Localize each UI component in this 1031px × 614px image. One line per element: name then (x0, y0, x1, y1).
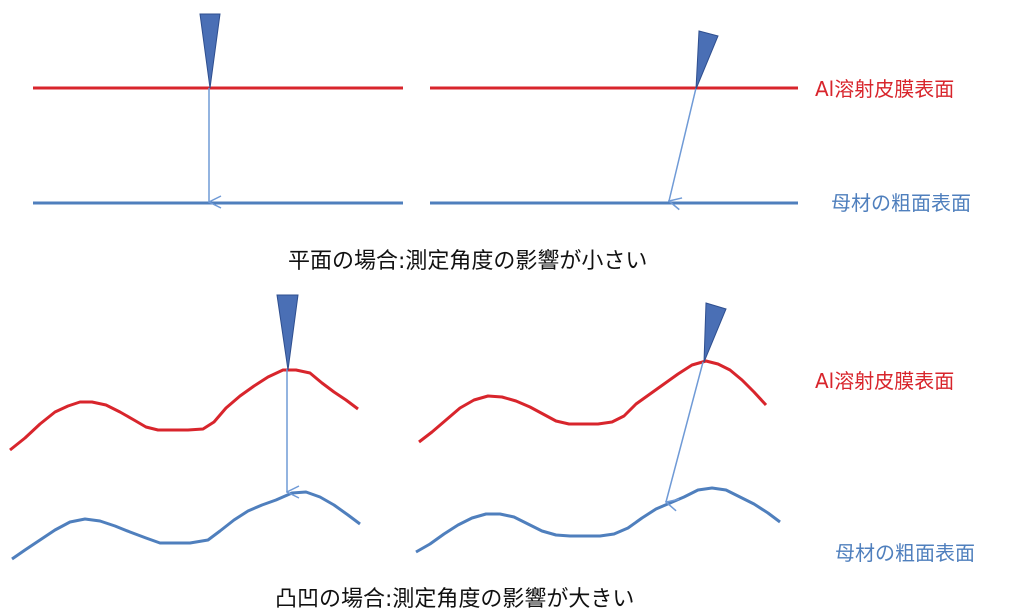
rough-left-panel (9, 294, 361, 561)
flat-left-panel (33, 13, 403, 203)
rough-caption: 凸凹の場合:測定角度の影響が大きい (275, 587, 634, 612)
rough-right-substrate-line (415, 486, 781, 554)
rough-left-probe-icon (276, 294, 299, 371)
rough-left-coating-line (9, 368, 359, 452)
rough-right-panel (415, 302, 781, 554)
top-substrate-label: 母材の粗面表面 (831, 191, 971, 215)
rough-right-measure-arrow (666, 361, 704, 502)
flat-right-measure-arrow (669, 87, 697, 201)
rough-left-substrate-line (11, 490, 361, 561)
bottom-substrate-label: 母材の粗面表面 (835, 541, 975, 565)
rough-right-probe-icon (703, 302, 727, 363)
flat-right-probe-icon (695, 30, 719, 90)
flat-caption: 平面の場合:測定角度の影響が小さい (288, 249, 647, 274)
flat-right-panel (430, 30, 798, 203)
flat-left-probe-icon (199, 13, 221, 89)
top-coating-label: Al溶射皮膜表面 (815, 77, 954, 101)
bottom-coating-label: Al溶射皮膜表面 (815, 369, 954, 393)
rough-right-coating-line (418, 359, 768, 444)
